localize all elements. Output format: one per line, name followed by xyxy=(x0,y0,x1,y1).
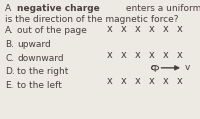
Text: q: q xyxy=(150,63,156,72)
Text: x: x xyxy=(163,50,169,60)
Text: negative charge: negative charge xyxy=(17,4,99,13)
Text: x: x xyxy=(121,50,127,60)
Text: v: v xyxy=(184,63,190,72)
Text: x: x xyxy=(149,24,155,34)
Text: C.: C. xyxy=(5,54,14,63)
Text: B.: B. xyxy=(5,40,14,49)
Text: x: x xyxy=(149,50,155,60)
Text: x: x xyxy=(107,50,113,60)
Text: A.: A. xyxy=(5,26,14,35)
Text: x: x xyxy=(177,76,183,86)
Text: downward: downward xyxy=(17,54,64,63)
Text: E.: E. xyxy=(5,81,14,90)
Text: x: x xyxy=(177,50,183,60)
Text: x: x xyxy=(135,50,141,60)
Text: enters a uniform magnetic field as shown.  What: enters a uniform magnetic field as shown… xyxy=(123,4,200,13)
Text: x: x xyxy=(163,24,169,34)
Text: x: x xyxy=(121,24,127,34)
Text: x: x xyxy=(135,24,141,34)
Text: x: x xyxy=(177,24,183,34)
Text: upward: upward xyxy=(17,40,51,49)
Text: x: x xyxy=(163,76,169,86)
Text: to the left: to the left xyxy=(17,81,62,90)
Text: x: x xyxy=(121,76,127,86)
Text: is the direction of the magnetic force?: is the direction of the magnetic force? xyxy=(5,15,179,25)
Text: x: x xyxy=(107,24,113,34)
Text: D.: D. xyxy=(5,67,15,76)
Text: x: x xyxy=(149,76,155,86)
Circle shape xyxy=(151,66,159,70)
Text: x: x xyxy=(135,76,141,86)
Text: to the right: to the right xyxy=(17,67,68,76)
Text: A: A xyxy=(5,4,14,13)
Text: out of the page: out of the page xyxy=(17,26,87,35)
Text: x: x xyxy=(107,76,113,86)
